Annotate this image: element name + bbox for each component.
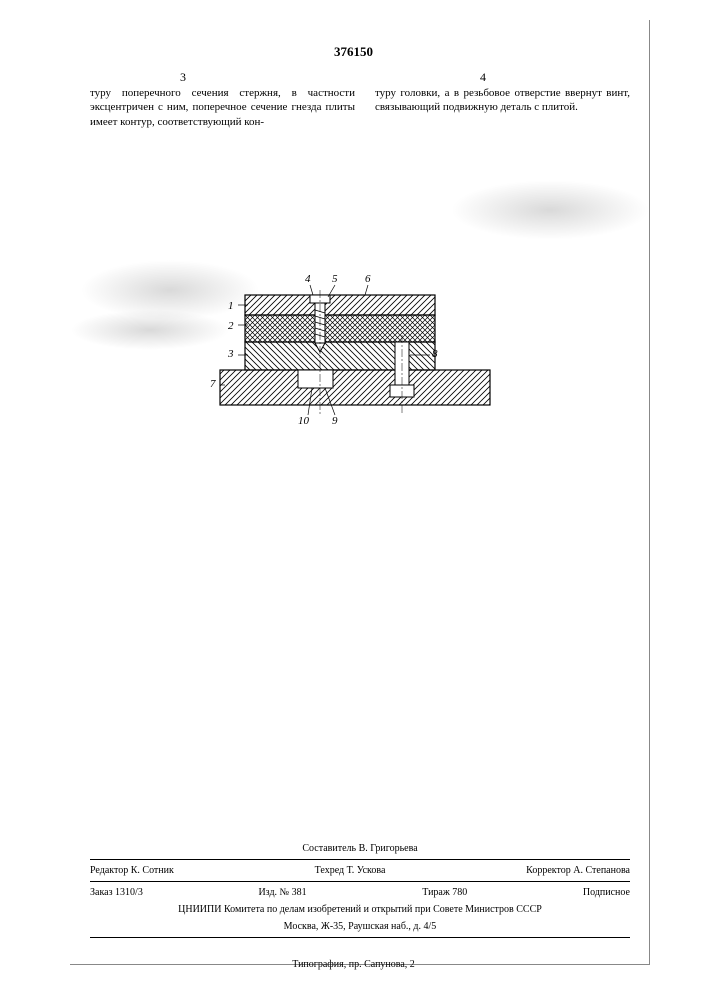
figure-label-10: 10 (298, 415, 309, 427)
figure-label-3: 3 (228, 348, 234, 360)
footer-corrector: Корректор А. Степанова (526, 865, 630, 876)
figure-label-7: 7 (210, 378, 216, 390)
technical-figure: 1 2 3 4 5 6 7 8 9 10 (210, 270, 510, 450)
footer-block: Составитель В. Григорьева Редактор К. Со… (90, 840, 630, 940)
footer-compiler: Составитель В. Григорьева (90, 840, 630, 857)
footer-tech-editor: Техред Т. Ускова (315, 865, 386, 876)
footer-order: Заказ 1310/3 (90, 887, 143, 898)
text-column-left: туру поперечного сечения стержня, в част… (90, 86, 355, 129)
figure-label-6: 6 (365, 273, 371, 285)
footer-subscription: Подписное (583, 887, 630, 898)
figure-label-1: 1 (228, 300, 234, 312)
figure-label-5: 5 (332, 273, 338, 285)
scan-artifact (70, 310, 230, 350)
text-column-right: туру головки, а в резьбовое отверстие вв… (375, 86, 630, 115)
page-border (70, 20, 650, 965)
footer-edition: Изд. № 381 (258, 887, 306, 898)
footer-address: Москва, Ж-35, Раушская наб., д. 4/5 (90, 918, 630, 935)
footer-editor: Редактор К. Сотник (90, 865, 174, 876)
page-number-left: 3 (180, 70, 186, 85)
footer-org: ЦНИИПИ Комитета по делам изобретений и о… (90, 901, 630, 918)
footer-typography: Типография, пр. Сапунова, 2 (292, 959, 415, 970)
footer-circulation: Тираж 780 (422, 887, 467, 898)
scan-artifact (450, 180, 650, 240)
figure-label-2: 2 (228, 320, 234, 332)
figure-label-8: 8 (432, 348, 438, 360)
figure-label-4: 4 (305, 273, 311, 285)
figure-label-9: 9 (332, 415, 338, 427)
patent-number: 376150 (334, 44, 373, 60)
page-number-right: 4 (480, 70, 486, 85)
